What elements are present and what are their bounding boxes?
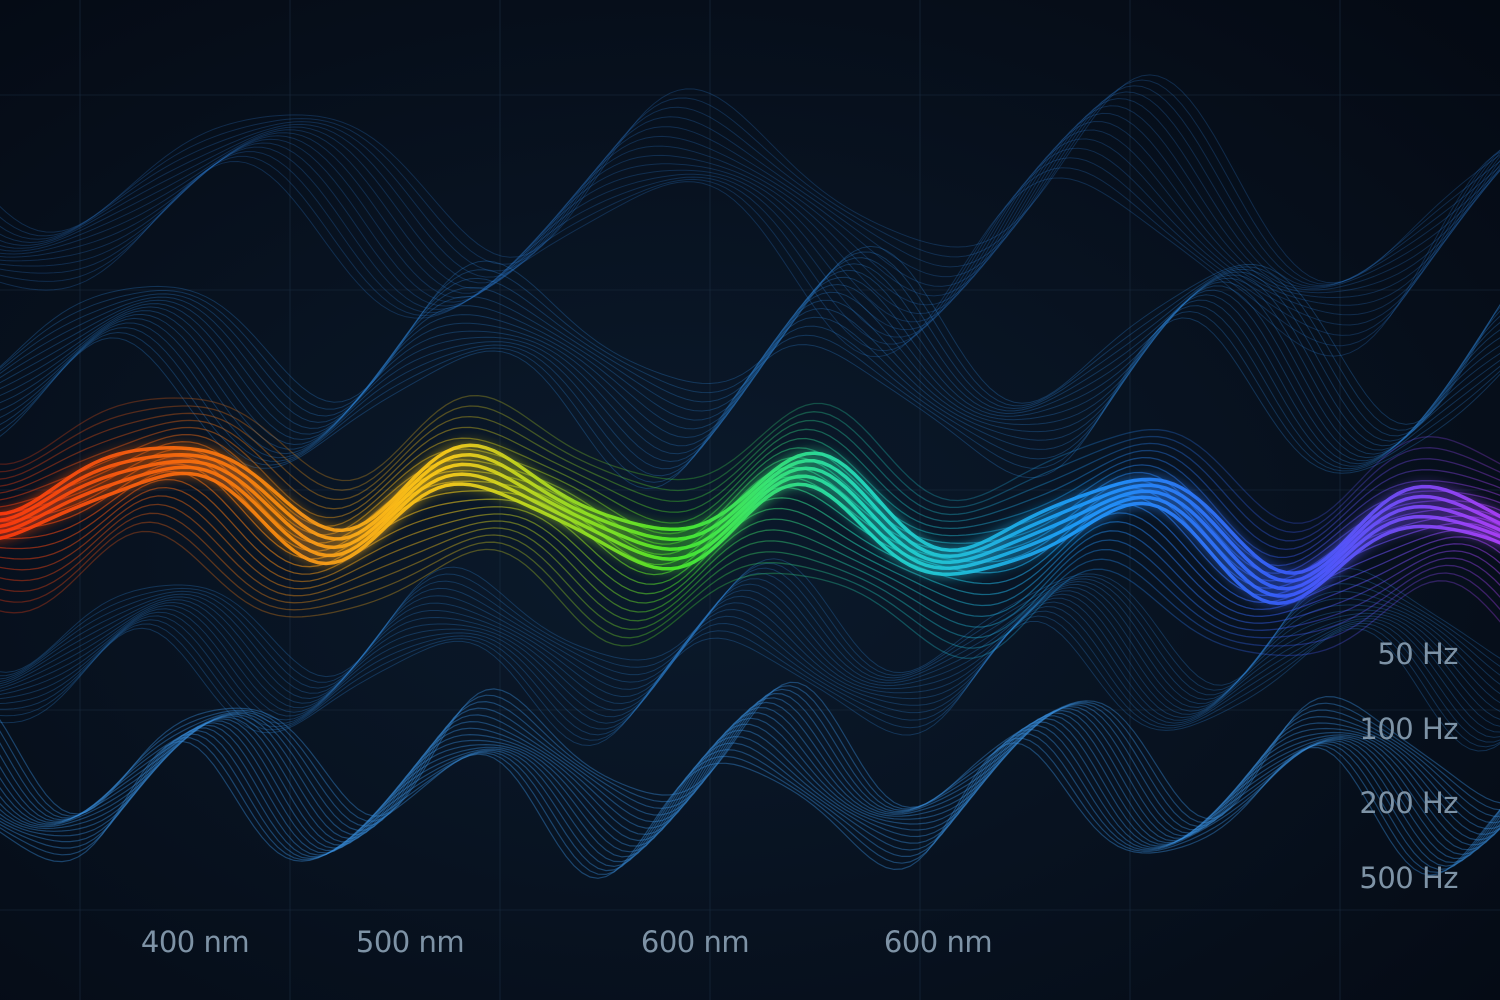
wave-line <box>0 567 1500 696</box>
wave-line <box>0 562 1500 691</box>
wave-line <box>0 281 1500 455</box>
wave-line <box>0 681 1500 820</box>
waves <box>0 74 1500 879</box>
wave-line <box>0 426 1500 559</box>
wave-line <box>0 263 1500 442</box>
wave-line <box>0 601 1500 733</box>
wave-line <box>0 621 1500 752</box>
wave-line <box>0 85 1500 287</box>
wave-line <box>0 558 1500 686</box>
wave-line <box>0 79 1500 285</box>
wave-line <box>0 245 1500 425</box>
wave-line <box>0 443 1500 575</box>
wave-line <box>0 120 1500 315</box>
frequency-label: 100 Hz <box>1359 712 1458 746</box>
wave-line <box>0 593 1500 720</box>
frequency-label: 200 Hz <box>1359 786 1458 820</box>
wave-bundle <box>0 74 1500 358</box>
wave-line <box>0 685 1500 824</box>
wave-line <box>0 721 1500 860</box>
wave-line <box>0 276 1500 451</box>
wave-line <box>0 305 1500 477</box>
wavelength-labels: 400 nm 500 nm 600 nm 600 nm <box>141 925 993 959</box>
wave-line <box>0 692 1500 832</box>
wave-line <box>0 486 1500 617</box>
wave-line <box>0 706 1500 843</box>
wave-line <box>0 151 1500 358</box>
wave-line <box>0 91 1500 288</box>
wave-line <box>0 105 1500 297</box>
wave-line <box>0 405 1500 533</box>
wave-line <box>0 715 1500 851</box>
wave-line <box>0 697 1500 836</box>
frequency-labels: 50 Hz 100 Hz 200 Hz 500 Hz <box>1359 637 1458 895</box>
wave-line <box>0 717 1500 856</box>
wave-line <box>0 615 1500 748</box>
wave-line <box>0 251 1500 431</box>
wave-line <box>0 419 1500 551</box>
frequency-label: 500 Hz <box>1359 861 1458 895</box>
wave-bundle <box>0 245 1500 490</box>
wave-line <box>0 453 1500 583</box>
wave-line <box>0 610 1500 743</box>
wave-line <box>0 512 1500 639</box>
wave-line <box>0 112 1500 306</box>
wave-line <box>0 732 1500 872</box>
wavelength-label: 500 nm <box>356 925 464 959</box>
wave-line <box>0 495 1500 624</box>
wave-line <box>0 459 1500 591</box>
wave-line <box>0 465 1500 598</box>
wave-line <box>0 299 1500 470</box>
wavelength-label: 600 nm <box>641 925 749 959</box>
wave-line <box>0 578 1500 705</box>
wave-line <box>0 530 1500 660</box>
wave-line <box>0 724 1500 864</box>
wave-line <box>0 701 1500 840</box>
wave-line <box>0 138 1500 331</box>
wave-line <box>0 149 1500 345</box>
wave-line <box>0 737 1500 876</box>
wave-line <box>0 597 1500 727</box>
wave-line <box>0 478 1500 611</box>
wave-line <box>0 503 1500 631</box>
wave-line <box>0 146 1500 338</box>
wave-line <box>0 688 1500 828</box>
wave-line <box>0 521 1500 649</box>
frequency-label: 50 Hz <box>1377 637 1458 671</box>
wave-line <box>0 712 1500 846</box>
wave-line <box>0 149 1500 352</box>
wave-bundle <box>0 558 1500 752</box>
wave-line <box>0 294 1500 465</box>
wave-line <box>0 471 1500 606</box>
wave-line <box>0 394 1500 524</box>
wave-line <box>0 97 1500 289</box>
wave-line <box>0 412 1500 542</box>
wave-line <box>0 285 1500 459</box>
wave-line <box>0 310 1500 483</box>
wavelength-label: 600 nm <box>884 925 992 959</box>
wave-bundle <box>0 443 1500 606</box>
wave-line <box>0 129 1500 323</box>
wave-line <box>0 74 1500 284</box>
wavelength-label: 400 nm <box>141 925 249 959</box>
wave-line <box>0 572 1500 701</box>
wave-line <box>0 728 1500 868</box>
wave-bundle <box>0 681 1500 879</box>
wave-line <box>0 740 1500 879</box>
wave-line <box>0 257 1500 437</box>
wave-line <box>0 583 1500 709</box>
wave-line <box>0 269 1500 447</box>
wave-line <box>0 605 1500 738</box>
wave-line <box>0 289 1500 462</box>
wave-line <box>0 589 1500 712</box>
